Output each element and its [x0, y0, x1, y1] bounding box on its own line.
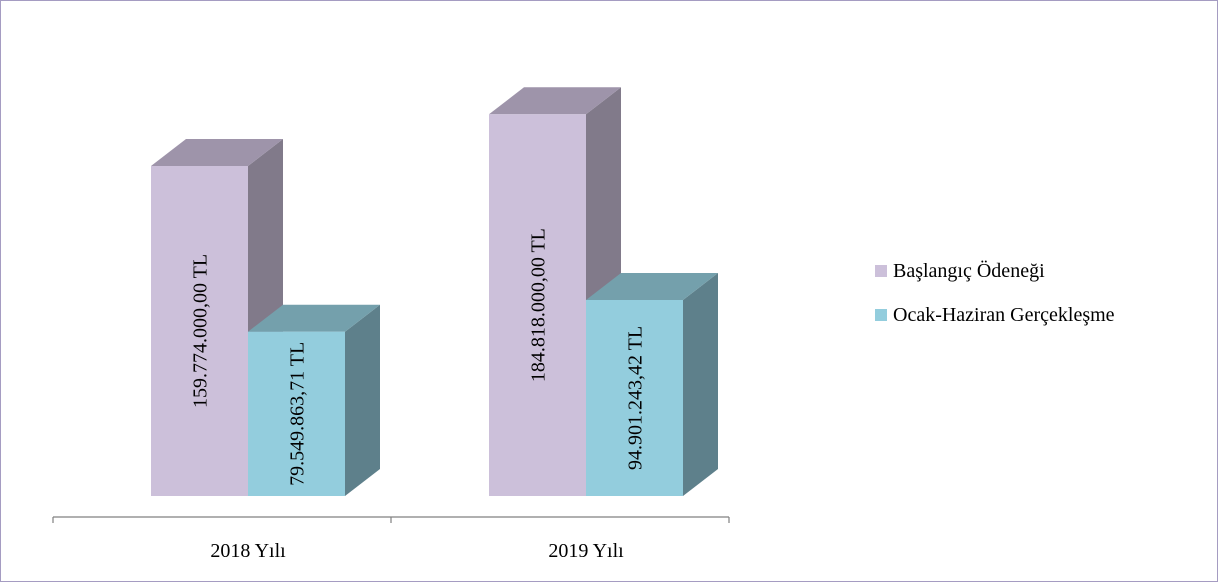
- bar-baslangic-2018-yılı-top: [151, 139, 283, 166]
- bar-gerceklesme-2018-yılı-label: 79.549.863,71 TL: [287, 342, 309, 486]
- legend-item-baslangic: Başlangıç Ödeneği: [875, 257, 1115, 285]
- bar-baslangic-2019-yılı-top: [489, 87, 621, 115]
- bar-gerceklesme-2019-yılı-label: 94.901.243,42 TL: [625, 326, 647, 470]
- bar-gerceklesme-2019-yılı-side: [683, 272, 718, 496]
- legend-label-baslangic: Başlangıç Ödeneği: [893, 259, 1045, 282]
- legend-swatch-baslangic: [875, 265, 887, 277]
- bar-baslangic-2019-yılı: [489, 114, 586, 497]
- category-label-0: 2018 Yılı: [210, 540, 286, 562]
- bar-baslangic-2019-yılı-label: 184.818.000,00 TL: [528, 228, 550, 382]
- bar-gerceklesme-2019-yılı: [586, 299, 683, 496]
- legend-item-gerceklesme: Ocak-Haziran Gerçekleşme: [875, 301, 1115, 329]
- bar-gerceklesme-2018-yılı-side: [345, 304, 380, 496]
- bar-baslangic-2018-yılı: [151, 166, 248, 496]
- legend: Başlangıç Ödeneği Ocak-Haziran Gerçekleş…: [875, 257, 1115, 345]
- legend-label-gerceklesme: Ocak-Haziran Gerçekleşme: [893, 303, 1115, 326]
- bar-gerceklesme-2019-yılı-top: [586, 272, 718, 300]
- legend-swatch-gerceklesme: [875, 309, 887, 321]
- bar-gerceklesme-2018-yılı-top: [248, 304, 380, 332]
- bar-gerceklesme-2018-yılı: [248, 331, 345, 496]
- category-label-1: 2019 Yılı: [548, 540, 624, 562]
- bar-baslangic-2018-yılı-label: 159.774.000,00 TL: [190, 254, 212, 408]
